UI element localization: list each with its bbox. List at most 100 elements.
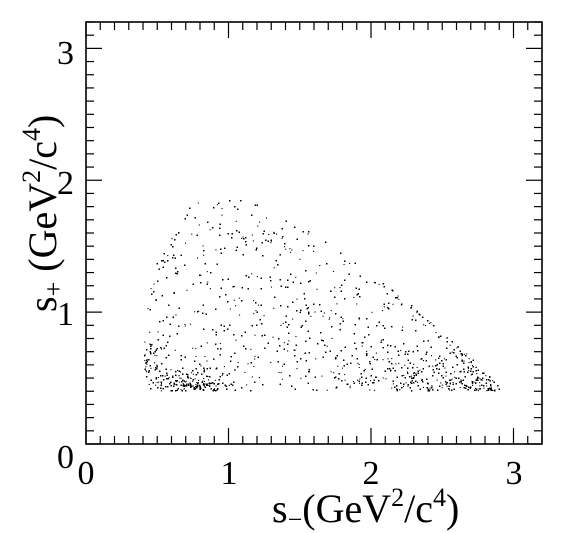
event-point xyxy=(196,381,198,383)
event-point xyxy=(319,265,321,267)
event-point xyxy=(253,300,255,302)
event-point xyxy=(476,373,478,375)
event-point xyxy=(352,381,354,383)
event-point xyxy=(398,362,400,364)
event-point xyxy=(203,369,205,371)
event-point xyxy=(417,381,419,383)
event-point xyxy=(474,381,476,383)
event-point xyxy=(413,373,415,375)
event-point xyxy=(177,369,179,371)
event-point xyxy=(144,341,146,343)
event-point xyxy=(200,365,202,367)
event-point xyxy=(399,389,401,391)
event-point xyxy=(234,369,236,371)
event-point xyxy=(321,375,323,377)
event-point xyxy=(157,377,159,379)
event-point xyxy=(446,337,448,339)
event-point xyxy=(369,389,371,391)
event-point xyxy=(199,388,201,390)
event-point xyxy=(238,297,240,299)
event-point xyxy=(161,383,163,385)
event-point xyxy=(337,365,339,367)
event-point xyxy=(246,384,248,386)
event-point xyxy=(460,379,462,381)
event-point xyxy=(206,271,208,273)
event-point xyxy=(446,337,448,339)
event-point xyxy=(299,258,301,260)
event-point xyxy=(373,389,375,391)
event-point xyxy=(283,342,285,344)
event-point xyxy=(251,273,253,275)
event-point xyxy=(438,336,440,338)
event-point xyxy=(313,250,315,252)
event-point xyxy=(420,358,422,360)
event-point xyxy=(148,383,150,385)
event-point xyxy=(276,233,278,235)
event-point xyxy=(253,313,255,315)
event-point xyxy=(449,389,451,391)
event-point xyxy=(382,377,384,379)
event-point xyxy=(273,267,275,269)
scatter-points xyxy=(144,200,500,392)
event-point xyxy=(281,378,283,380)
event-point xyxy=(315,358,317,360)
event-point xyxy=(326,389,328,391)
event-point xyxy=(463,360,465,362)
event-point xyxy=(235,220,237,222)
event-point xyxy=(492,390,494,392)
event-point xyxy=(197,382,199,384)
event-point xyxy=(281,237,283,239)
event-point xyxy=(339,287,341,289)
event-point xyxy=(198,379,200,381)
event-point xyxy=(190,372,192,374)
event-point xyxy=(205,383,207,385)
event-point xyxy=(186,289,188,291)
event-point xyxy=(144,354,146,356)
event-point xyxy=(481,379,483,381)
event-point xyxy=(156,355,158,357)
event-point xyxy=(282,322,284,324)
event-point xyxy=(475,389,477,391)
event-point xyxy=(223,366,225,368)
event-point xyxy=(146,363,148,365)
event-point xyxy=(296,298,298,300)
event-point xyxy=(302,250,304,252)
event-point xyxy=(273,231,275,233)
event-point xyxy=(289,248,291,250)
event-point xyxy=(221,207,223,209)
event-point xyxy=(180,377,182,379)
event-point xyxy=(344,379,346,381)
event-point xyxy=(400,350,402,352)
event-point xyxy=(429,387,431,389)
event-point xyxy=(385,378,387,380)
event-point xyxy=(228,384,230,386)
event-point xyxy=(453,371,455,373)
event-point xyxy=(191,233,193,235)
event-point xyxy=(184,323,186,325)
event-point xyxy=(146,371,148,373)
event-point xyxy=(485,375,487,377)
event-point xyxy=(250,348,252,350)
event-point xyxy=(209,229,211,231)
event-point xyxy=(429,389,431,391)
event-point xyxy=(330,371,332,373)
event-point xyxy=(215,385,217,387)
event-point xyxy=(307,233,309,235)
event-point xyxy=(413,363,415,365)
event-point xyxy=(257,304,259,306)
event-point xyxy=(359,382,361,384)
event-point xyxy=(179,377,181,379)
event-point xyxy=(323,312,325,314)
event-point xyxy=(419,369,421,371)
event-point xyxy=(430,322,432,324)
event-point xyxy=(241,237,243,239)
event-point xyxy=(357,362,359,364)
event-point xyxy=(233,299,235,301)
event-point xyxy=(257,225,259,227)
event-point xyxy=(383,306,385,308)
event-point xyxy=(184,381,186,383)
event-point xyxy=(341,367,343,369)
event-point xyxy=(392,303,394,305)
event-point xyxy=(460,382,462,384)
event-point xyxy=(144,360,146,362)
